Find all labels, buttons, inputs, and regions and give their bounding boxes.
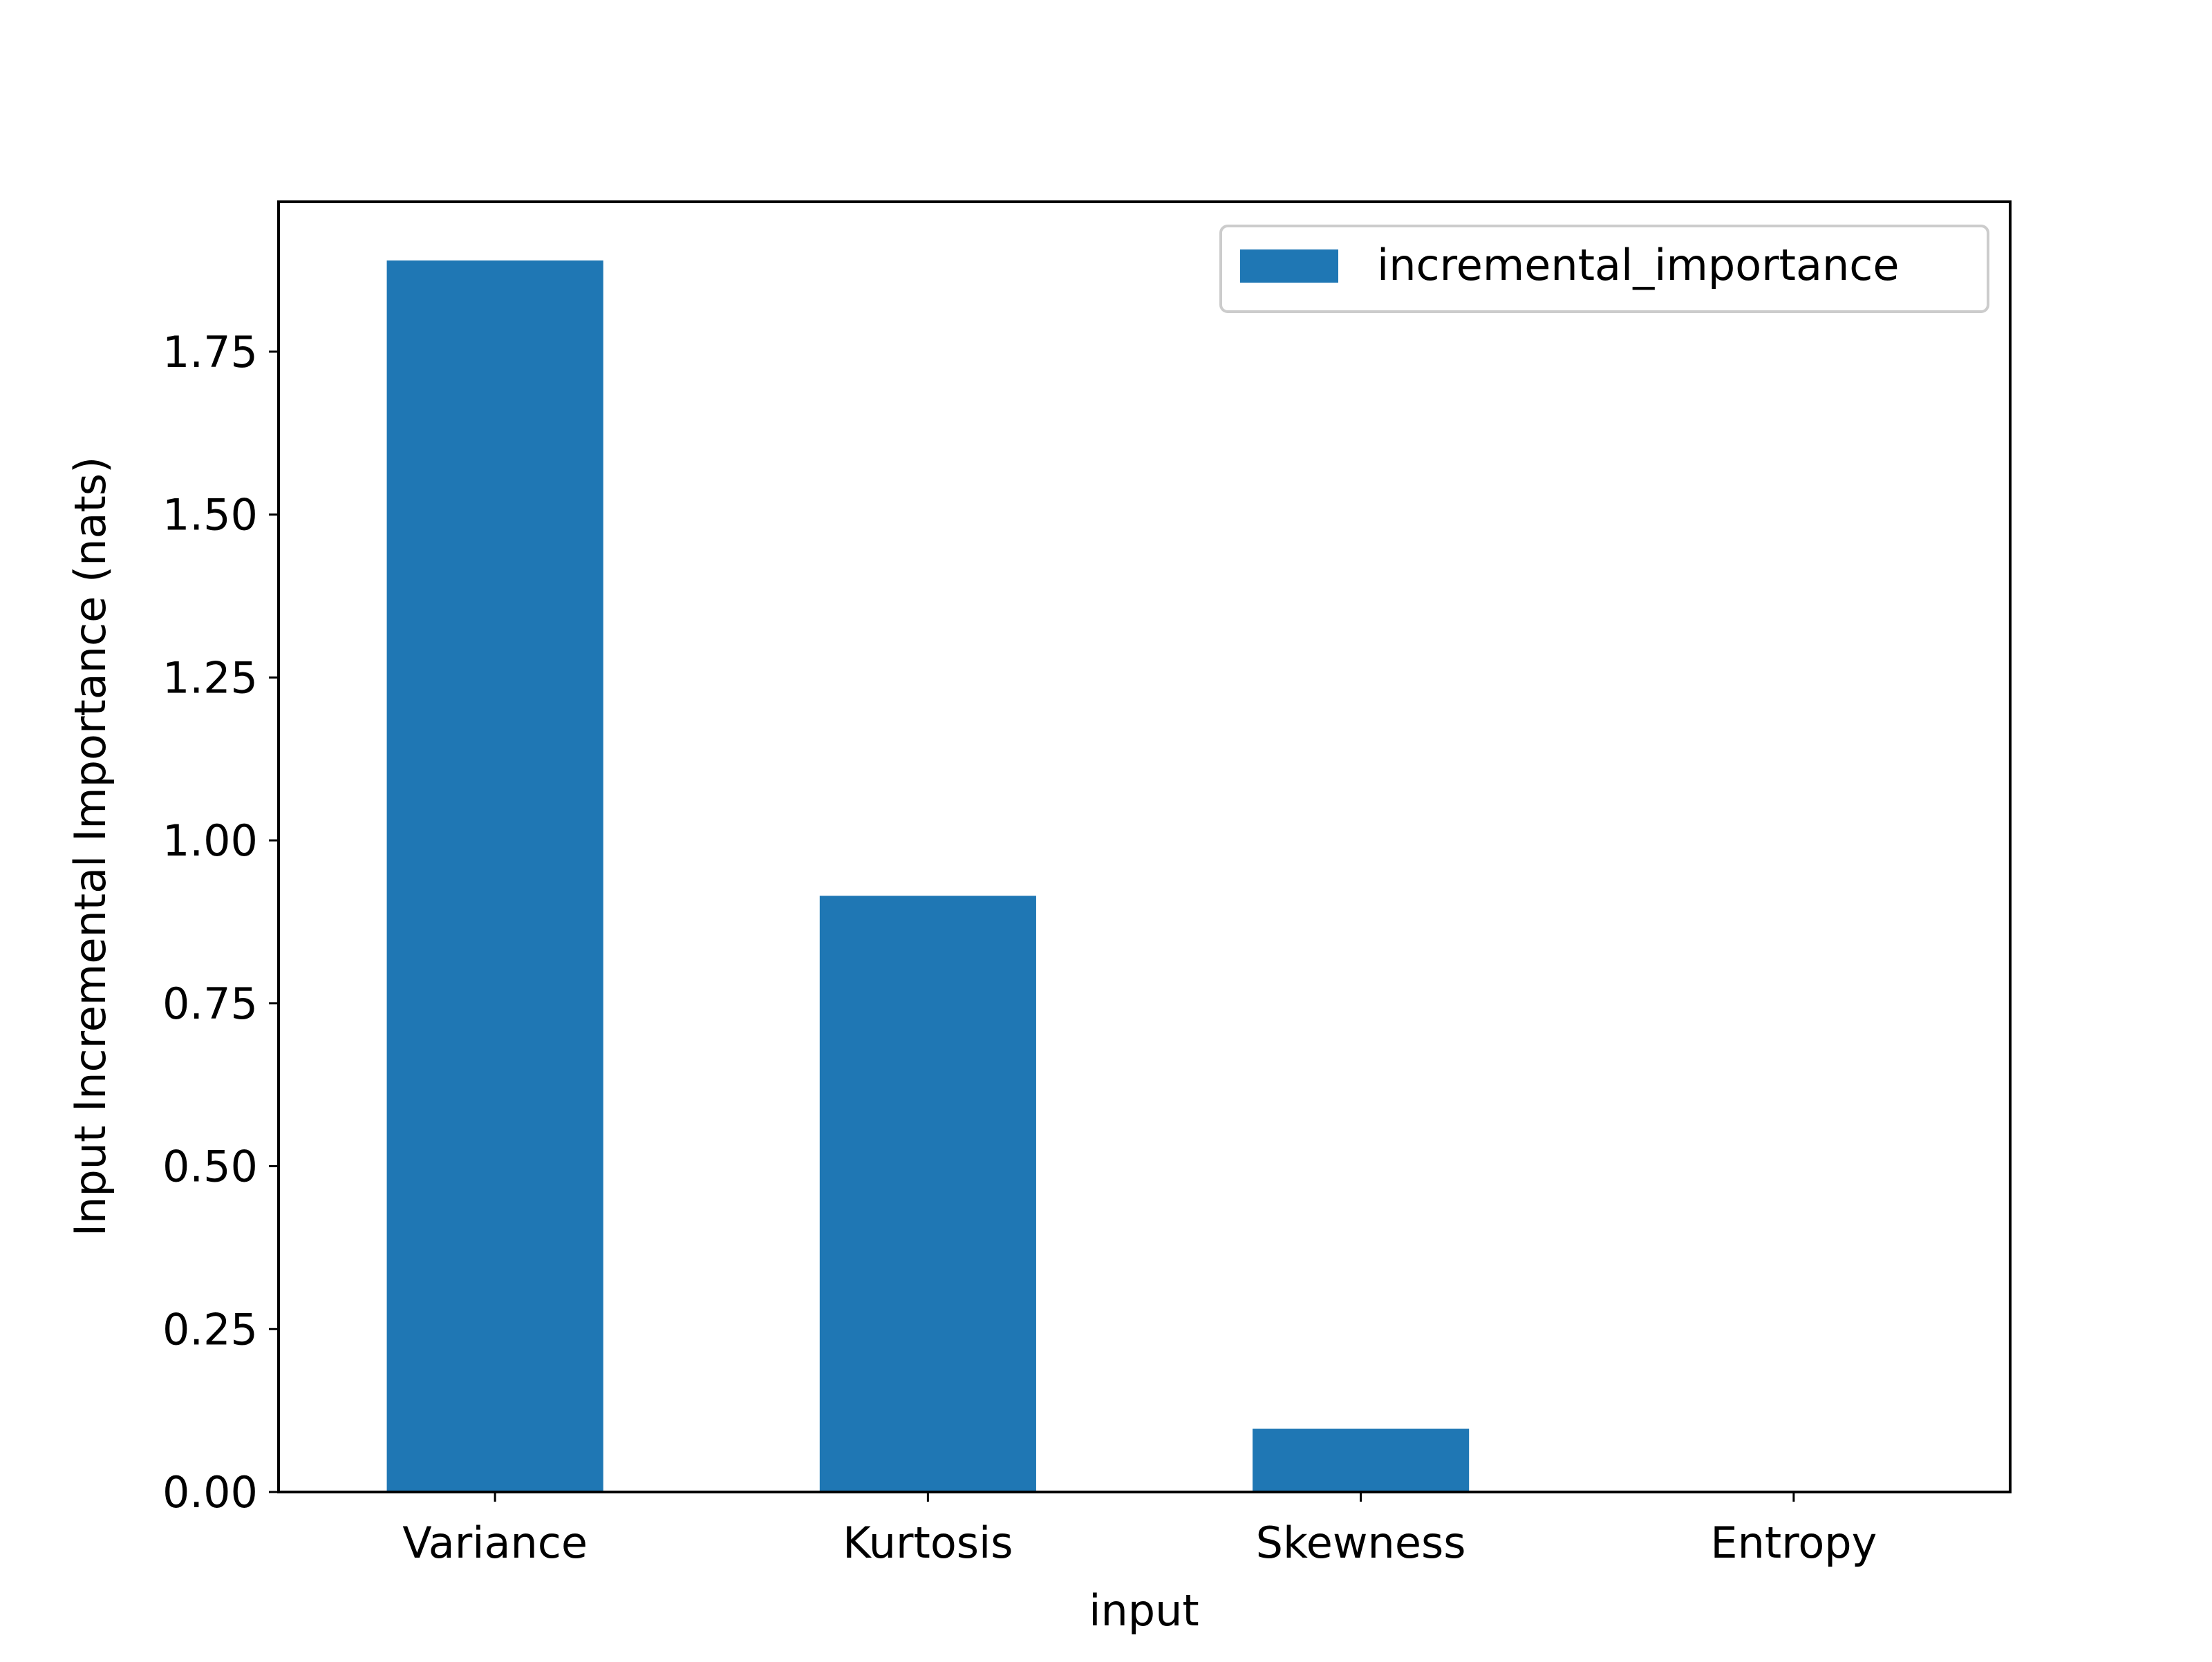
y-axis: 0.00 0.25 0.50 0.75 1.00 1.25 1.50 1.75 xyxy=(162,327,279,1518)
bar-variance xyxy=(386,260,603,1492)
y-tick-label: 1.00 xyxy=(162,815,258,866)
axes-frame xyxy=(277,200,2012,1493)
legend-swatch xyxy=(1240,249,1338,283)
bar-kurtosis xyxy=(819,896,1036,1492)
bars-group xyxy=(386,260,1470,1492)
legend: incremental_importance xyxy=(1219,225,1989,313)
y-tick-label: 1.25 xyxy=(162,652,258,703)
y-tick-label: 1.75 xyxy=(162,327,258,377)
y-axis-label: Input Incremental Importance (nats) xyxy=(65,457,115,1237)
x-tick-label: Skewness xyxy=(1256,1518,1466,1568)
y-tick-label: 0.25 xyxy=(162,1304,258,1354)
bar-skewness xyxy=(1253,1428,1470,1492)
y-tick-label: 0.50 xyxy=(162,1142,258,1192)
legend-frame xyxy=(1219,225,1989,313)
x-tick-label: Variance xyxy=(402,1518,588,1568)
x-tick-label: Entropy xyxy=(1710,1518,1877,1568)
x-tick-label: Kurtosis xyxy=(843,1518,1013,1568)
legend-label: incremental_importance xyxy=(1377,240,1899,290)
y-tick-label: 0.75 xyxy=(162,979,258,1029)
y-tick-label: 0.00 xyxy=(162,1467,258,1518)
y-tick-label: 1.50 xyxy=(162,490,258,540)
x-axis: Variance Kurtosis Skewness Entropy xyxy=(402,1492,1877,1568)
x-axis-label: input xyxy=(1089,1585,1199,1636)
